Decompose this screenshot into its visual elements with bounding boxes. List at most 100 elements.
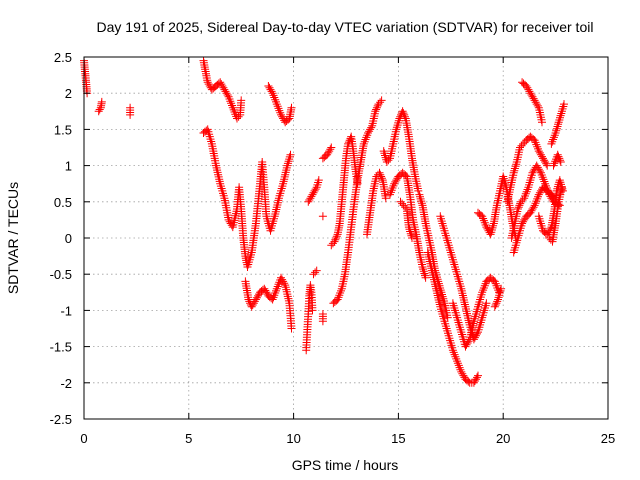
data-point (325, 147, 334, 156)
y-tick-label: 1.5 (54, 122, 72, 137)
data-point (406, 229, 415, 238)
data-point (277, 273, 285, 282)
data-point (377, 96, 386, 105)
data-point (307, 192, 316, 201)
x-tick-label: 20 (496, 431, 510, 446)
data-point (272, 100, 281, 109)
y-tick-label: -2.5 (50, 412, 72, 427)
data-point (384, 156, 393, 165)
data-point (376, 98, 385, 107)
data-point (377, 172, 386, 181)
data-point (401, 203, 410, 212)
data-point (538, 152, 546, 161)
data-point (252, 293, 261, 302)
data-point (305, 196, 314, 204)
data-point (287, 324, 296, 333)
data-point (414, 186, 423, 195)
data-point (332, 232, 341, 241)
data-point (527, 206, 536, 215)
data-point (365, 127, 374, 136)
data-point (286, 150, 295, 159)
y-tick-label: -1 (60, 303, 72, 318)
data-point (265, 83, 274, 92)
data-point (524, 85, 533, 94)
data-point (526, 208, 535, 217)
data-point (400, 110, 409, 119)
data-point (541, 158, 550, 166)
data-point (547, 190, 556, 199)
y-tick-label: 0.5 (54, 195, 72, 210)
data-point (266, 85, 275, 94)
chart-title: Day 191 of 2025, Sidereal Day-to-day VTE… (97, 19, 594, 35)
data-point (418, 263, 427, 271)
data-point (399, 109, 408, 118)
data-point (515, 201, 524, 210)
data-point (472, 375, 480, 384)
data-point (560, 100, 568, 109)
data-point (470, 377, 479, 385)
data-point (520, 215, 529, 224)
data-point (229, 105, 238, 114)
data-point (408, 234, 416, 242)
data-point (330, 237, 339, 246)
data-point (284, 157, 293, 166)
data-point (324, 148, 333, 157)
data-point (554, 118, 563, 127)
data-point (482, 223, 491, 232)
data-point (535, 188, 544, 197)
data-point (519, 139, 528, 148)
data-point (528, 92, 537, 101)
data-point (509, 168, 518, 177)
data-point (284, 115, 292, 124)
data-point (556, 178, 565, 187)
data-point (421, 273, 430, 282)
data-point (304, 197, 313, 206)
data-point (525, 87, 534, 96)
data-point (278, 275, 287, 284)
data-point (269, 91, 278, 100)
data-point (268, 295, 277, 304)
data-point (390, 179, 399, 188)
data-point (556, 156, 565, 165)
data-point (469, 378, 478, 387)
data-point (532, 161, 541, 170)
data-point (379, 147, 388, 156)
data-point (552, 126, 561, 135)
data-point (521, 189, 530, 198)
data-point (225, 217, 234, 226)
data-point (388, 184, 397, 192)
data-point (285, 152, 294, 161)
data-point (308, 306, 317, 315)
data-point (456, 365, 465, 374)
data-point (534, 147, 543, 156)
y-tick-label: 1 (65, 159, 72, 174)
x-axis-title: GPS time / hours (292, 457, 399, 473)
data-point (372, 103, 381, 112)
data-point (528, 205, 537, 213)
data-point (519, 217, 528, 226)
data-point (512, 160, 521, 169)
data-point (464, 377, 473, 386)
data-point (523, 83, 532, 92)
data-point (555, 154, 564, 163)
data-point (97, 97, 106, 106)
data-point (393, 121, 402, 130)
data-point (556, 111, 565, 120)
data-point (372, 105, 381, 114)
x-tick-label: 0 (80, 431, 87, 446)
data-point (251, 295, 260, 304)
data-point (490, 302, 499, 311)
data-point (280, 279, 289, 288)
data-point (533, 101, 542, 110)
data-point (310, 186, 319, 195)
data-point (391, 177, 400, 186)
data-point (529, 203, 538, 212)
data-point (216, 78, 225, 87)
data-point (250, 297, 259, 306)
data-point (318, 212, 327, 221)
data-point (494, 293, 503, 302)
data-point (549, 135, 558, 144)
data-point (332, 234, 340, 242)
data-point (499, 172, 508, 181)
data-point (223, 91, 232, 99)
